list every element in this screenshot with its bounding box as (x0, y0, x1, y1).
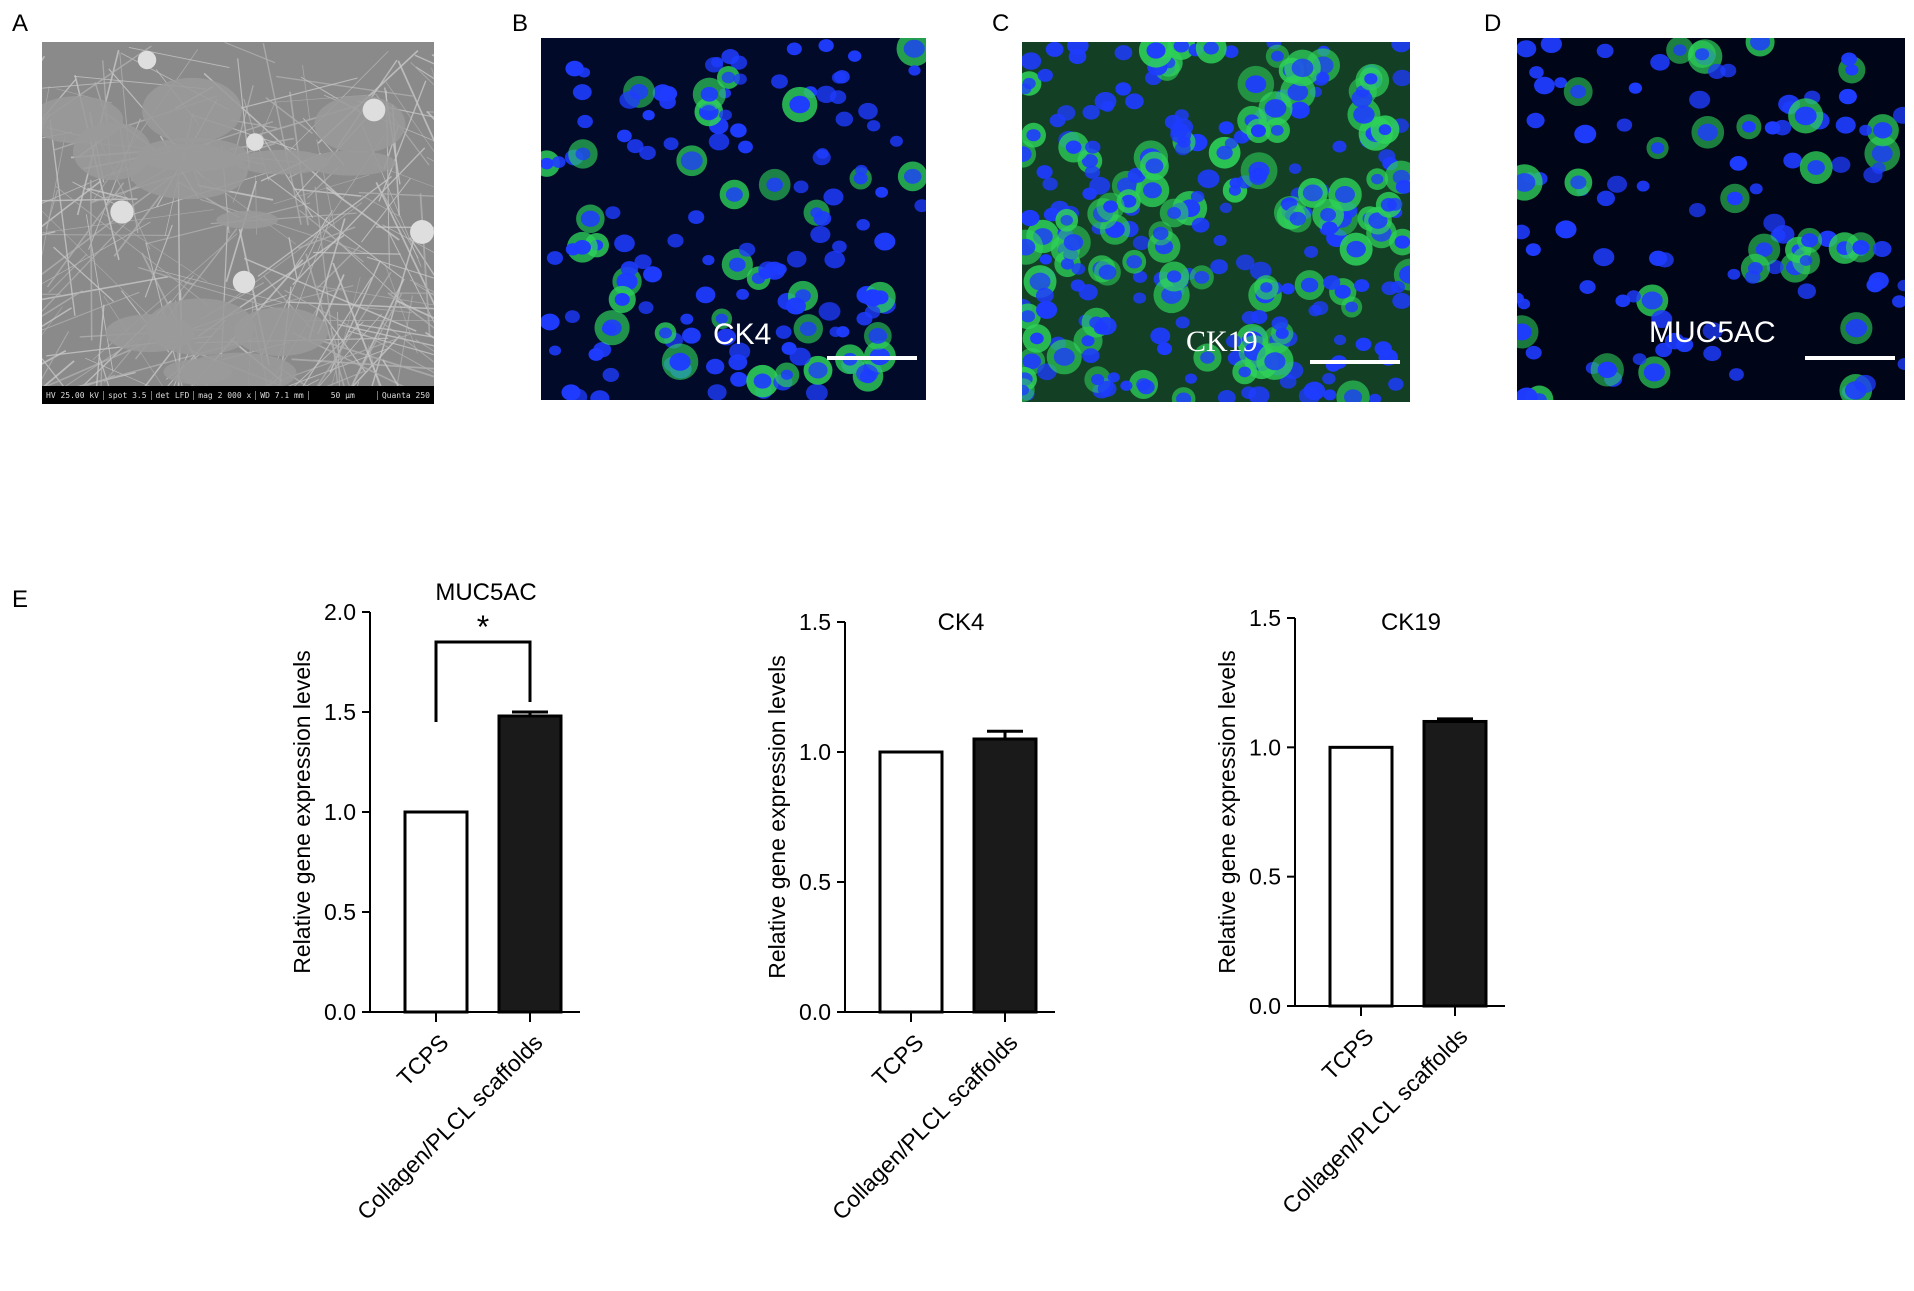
sem-micrograph: HV 25.00 kV spot 3.5 det LFD mag 2 000 x… (42, 42, 434, 404)
bar-scaffolds (972, 737, 1038, 1014)
scale-bar-d (1805, 356, 1895, 360)
y-tick-label: 1.0 (1249, 734, 1281, 760)
y-tick-label: 1.0 (799, 739, 831, 765)
bar-scaffolds (497, 714, 563, 1014)
bar-tcps (1328, 745, 1394, 1008)
bar-tcps (878, 750, 944, 1014)
bar-chart-ck4: 0.0 0.5 1.0 1.5 CK4 Relative gene expression … (764, 609, 1055, 1225)
chart-title: CK4 (938, 609, 985, 636)
cell-field-ck4 (541, 38, 926, 400)
stain-label-muc5ac: MUC5AC (1649, 316, 1776, 349)
y-tick-label: 0.0 (1249, 993, 1281, 1019)
stain-label-ck4: CK4 (713, 318, 772, 351)
y-tick-label: 2.0 (324, 599, 356, 625)
chart-title: MUC5AC (435, 579, 536, 606)
stain-label-ck19: CK19 (1186, 325, 1258, 358)
bar-chart-ck19: 0.0 0.5 1.0 1.5 CK19 Relative gene expression… (1214, 605, 1505, 1219)
sem-mag: mag 2 000 x (194, 390, 257, 400)
y-tick-label: 0.0 (799, 999, 831, 1025)
sem-fiber-texture (42, 42, 434, 386)
x-tick-label: Collagen/PLCL scaffolds (352, 1029, 548, 1225)
significance-marker: * (477, 609, 489, 645)
cell-field-muc5ac (1517, 38, 1905, 400)
fluorescence-image-ck4: CK4 (541, 38, 926, 400)
sem-instrument: Quanta 250 (381, 390, 430, 400)
bar-scaffolds (1422, 719, 1488, 1008)
y-tick-label: 0.5 (1249, 864, 1281, 890)
sem-spot: spot 3.5 (104, 390, 152, 400)
x-tick-label: Collagen/PLCL scaffolds (1277, 1023, 1473, 1219)
sem-info-bar: HV 25.00 kV spot 3.5 det LFD mag 2 000 x… (42, 386, 434, 404)
panel-label-e: E (12, 586, 29, 613)
fluorescence-image-muc5ac: MUC5AC (1517, 38, 1905, 400)
scale-bar-c (1310, 360, 1400, 364)
y-tick-label: 0.5 (799, 869, 831, 895)
panel-label-d: D (1484, 10, 1502, 37)
sem-det: det LFD (152, 390, 195, 400)
cell-field-ck19 (1022, 42, 1410, 402)
panel-label-c: C (992, 10, 1010, 37)
bar-tcps (403, 810, 469, 1014)
scale-bar-b (827, 356, 917, 360)
x-tick-label: TCPS (392, 1029, 454, 1091)
y-tick-label: 0.0 (324, 999, 356, 1025)
sem-hv: HV 25.00 kV (42, 390, 104, 400)
y-tick-label: 0.5 (324, 899, 356, 925)
y-axis-label: Relative gene expression levels (289, 650, 315, 973)
y-axis-label: Relative gene expression levels (764, 655, 790, 978)
y-tick-label: 1.5 (324, 699, 356, 725)
bar-chart-muc5ac: 0.0 0.5 1.0 1.5 2.0 MUC5AC Relative gene expre… (289, 579, 580, 1225)
fluorescence-image-ck19: CK19 (1022, 42, 1410, 402)
chart-title: CK19 (1381, 609, 1441, 636)
y-tick-label: 1.5 (1249, 605, 1281, 631)
y-tick-label: 1.0 (324, 799, 356, 825)
panel-label-a: A (12, 10, 29, 37)
significance-bracket (434, 640, 532, 722)
y-tick-label: 1.5 (799, 609, 831, 635)
x-tick-label: TCPS (1317, 1023, 1379, 1085)
x-tick-label: TCPS (867, 1029, 929, 1091)
sem-wd: WD 7.1 mm (256, 390, 309, 400)
x-tick-label: Collagen/PLCL scaffolds (827, 1029, 1023, 1225)
y-axis-label: Relative gene expression levels (1214, 650, 1240, 973)
panel-label-b: B (512, 10, 529, 37)
sem-scale: 50 µm (309, 390, 378, 400)
